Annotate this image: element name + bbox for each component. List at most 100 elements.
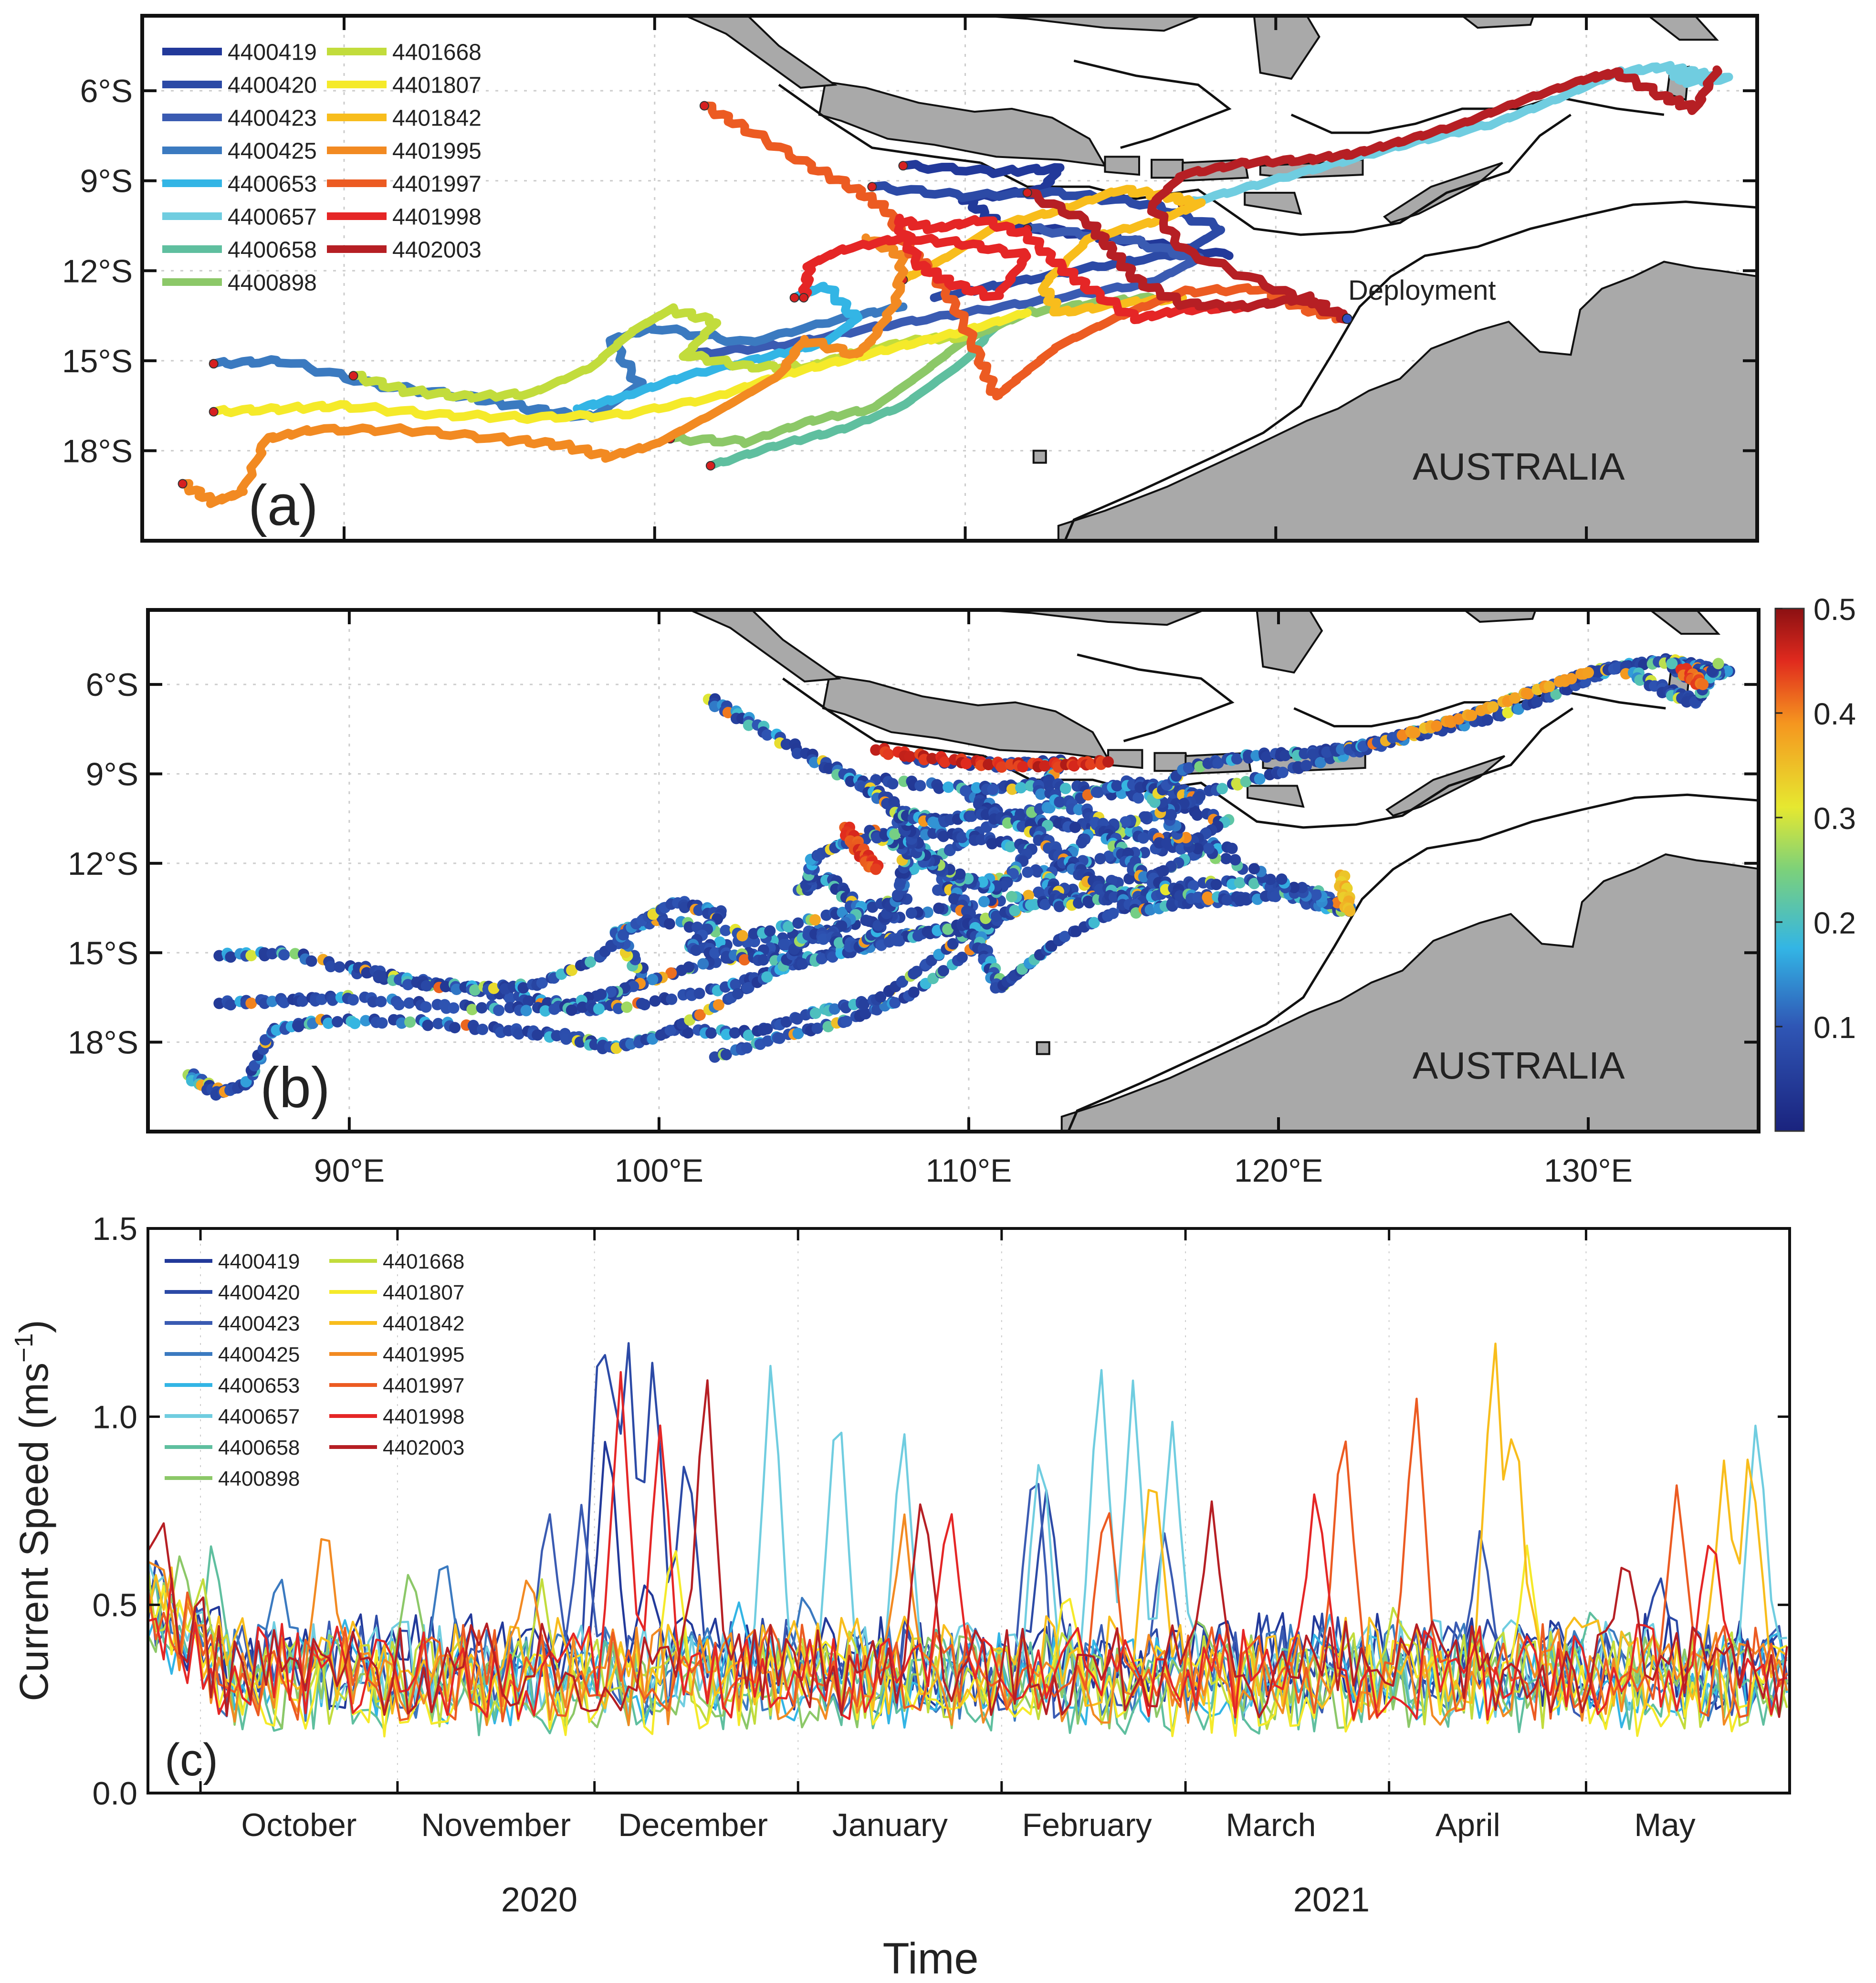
panel-a-trajectories — [178, 61, 1733, 508]
speed-marker — [523, 995, 535, 1007]
colorbar: 0.5 0.4 0.3 0.2 0.1 — [1774, 592, 1856, 1132]
y-tick-label: 6°S — [86, 667, 138, 703]
x-tick-label: 120°E — [1234, 1153, 1323, 1189]
speed-marker — [1025, 899, 1037, 911]
speed-marker — [714, 936, 726, 948]
speed-marker — [469, 984, 481, 996]
shelf-contour — [778, 84, 981, 164]
speed-marker — [539, 1005, 551, 1017]
y-tick-label: 18°S — [68, 1025, 138, 1061]
trajectory-4401807 — [209, 308, 1032, 424]
speed-marker — [1550, 688, 1562, 700]
legend-label-4400657: 4400657 — [228, 204, 317, 230]
speed-marker — [792, 917, 804, 929]
shelf-contour — [1063, 200, 1757, 541]
speed-marker — [665, 967, 677, 979]
speed-marker — [576, 1001, 588, 1013]
y-tick-label: 9°S — [80, 163, 133, 199]
speed-series-4401842 — [148, 1343, 1788, 1715]
speed-marker-high — [1431, 720, 1442, 732]
legend-label-4401997: 4401997 — [383, 1374, 464, 1397]
year-label-2020: 2020 — [501, 1881, 577, 1919]
speed-marker — [889, 997, 901, 1009]
speed-marker — [448, 1002, 460, 1014]
colorbar-tick-label: 0.5 — [1813, 592, 1856, 627]
speed-marker — [1279, 749, 1291, 761]
speed-marker — [713, 999, 724, 1011]
speed-marker — [1254, 773, 1266, 785]
panel-b-map — [182, 610, 1759, 1132]
panel-a-frame — [140, 14, 1759, 543]
land-mass — [1104, 156, 1140, 176]
legend-label-4401807: 4401807 — [392, 73, 482, 98]
deployment-label: Deployment — [1348, 275, 1496, 306]
speed-marker — [797, 958, 808, 970]
speed-marker — [1191, 809, 1203, 821]
legend-label-4402003: 4402003 — [392, 237, 482, 262]
speed-marker — [566, 1004, 577, 1016]
speed-marker — [1260, 751, 1272, 763]
speed-marker — [743, 982, 755, 994]
speed-marker — [975, 834, 987, 846]
legend-label-4400658: 4400658 — [228, 237, 317, 262]
speed-marker — [420, 1001, 432, 1013]
speed-marker — [764, 925, 776, 937]
y-tick-label: 12°S — [68, 846, 138, 882]
speed-marker — [1296, 881, 1308, 893]
speed-marker — [860, 914, 872, 926]
land-mass — [1057, 261, 1757, 541]
speed-marker — [1269, 891, 1281, 902]
speed-marker — [493, 1005, 505, 1016]
speed-marker — [245, 950, 257, 962]
x-tick-label: 90°E — [314, 1153, 385, 1189]
panel-c-legend: 4400419 4400420 4400423 4400425 4400653 44006… — [165, 1250, 464, 1490]
colorbar-tick-label: 0.1 — [1813, 1010, 1856, 1045]
colorbar-tick-label: 0.3 — [1813, 801, 1856, 836]
shelf-contour — [782, 677, 985, 757]
speed-marker — [1203, 843, 1215, 855]
speed-marker — [942, 923, 954, 935]
speed-marker — [1006, 891, 1017, 902]
month-label: April — [1436, 1807, 1500, 1843]
trajectory-end-marker — [789, 293, 799, 303]
speed-marker — [225, 951, 237, 963]
speed-marker — [316, 993, 328, 1005]
speed-marker — [1220, 853, 1232, 865]
legend-label-4401998: 4401998 — [392, 204, 482, 230]
speed-marker — [809, 1007, 821, 1019]
speed-marker — [956, 952, 968, 963]
speed-marker — [476, 1002, 488, 1014]
legend-label-4401807: 4401807 — [383, 1281, 464, 1304]
speed-marker — [1240, 776, 1252, 787]
legend-label-4400425: 4400425 — [228, 138, 317, 164]
shelf-contour — [980, 114, 1572, 236]
speed-marker — [757, 954, 769, 966]
land-mass — [1460, 16, 1535, 29]
land-mass — [1648, 610, 1721, 635]
land-mass — [1036, 1041, 1050, 1055]
speed-marker — [743, 1029, 755, 1041]
speed-marker — [1015, 782, 1027, 794]
australia-label-a: AUSTRALIA — [1413, 445, 1625, 488]
speed-marker — [323, 1018, 335, 1029]
colorbar-ticks: 0.5 0.4 0.3 0.2 0.1 — [1775, 592, 1856, 1045]
speed-marker — [761, 971, 773, 983]
speed-marker — [1039, 899, 1051, 911]
speed-marker — [762, 1035, 774, 1047]
speed-marker — [792, 1028, 804, 1039]
year-label-2021: 2021 — [1293, 1881, 1370, 1919]
panel-a-label: (a) — [248, 473, 318, 537]
x-tick-label: 100°E — [615, 1153, 703, 1189]
legend-label-4400898: 4400898 — [228, 270, 317, 295]
speed-marker — [833, 937, 845, 949]
month-label: January — [832, 1807, 948, 1843]
speed-marker — [376, 1017, 388, 1029]
panel-b-y-axis: 6°S 9°S 12°S 15°S 18°S — [68, 667, 1759, 1061]
legend-label-4400420: 4400420 — [228, 73, 317, 98]
legend-label-4400658: 4400658 — [218, 1436, 300, 1459]
legend-label-4401995: 4401995 — [383, 1343, 464, 1366]
land-mass — [685, 16, 838, 89]
speed-marker-high — [1522, 688, 1534, 700]
speed-marker-high — [996, 761, 1007, 773]
